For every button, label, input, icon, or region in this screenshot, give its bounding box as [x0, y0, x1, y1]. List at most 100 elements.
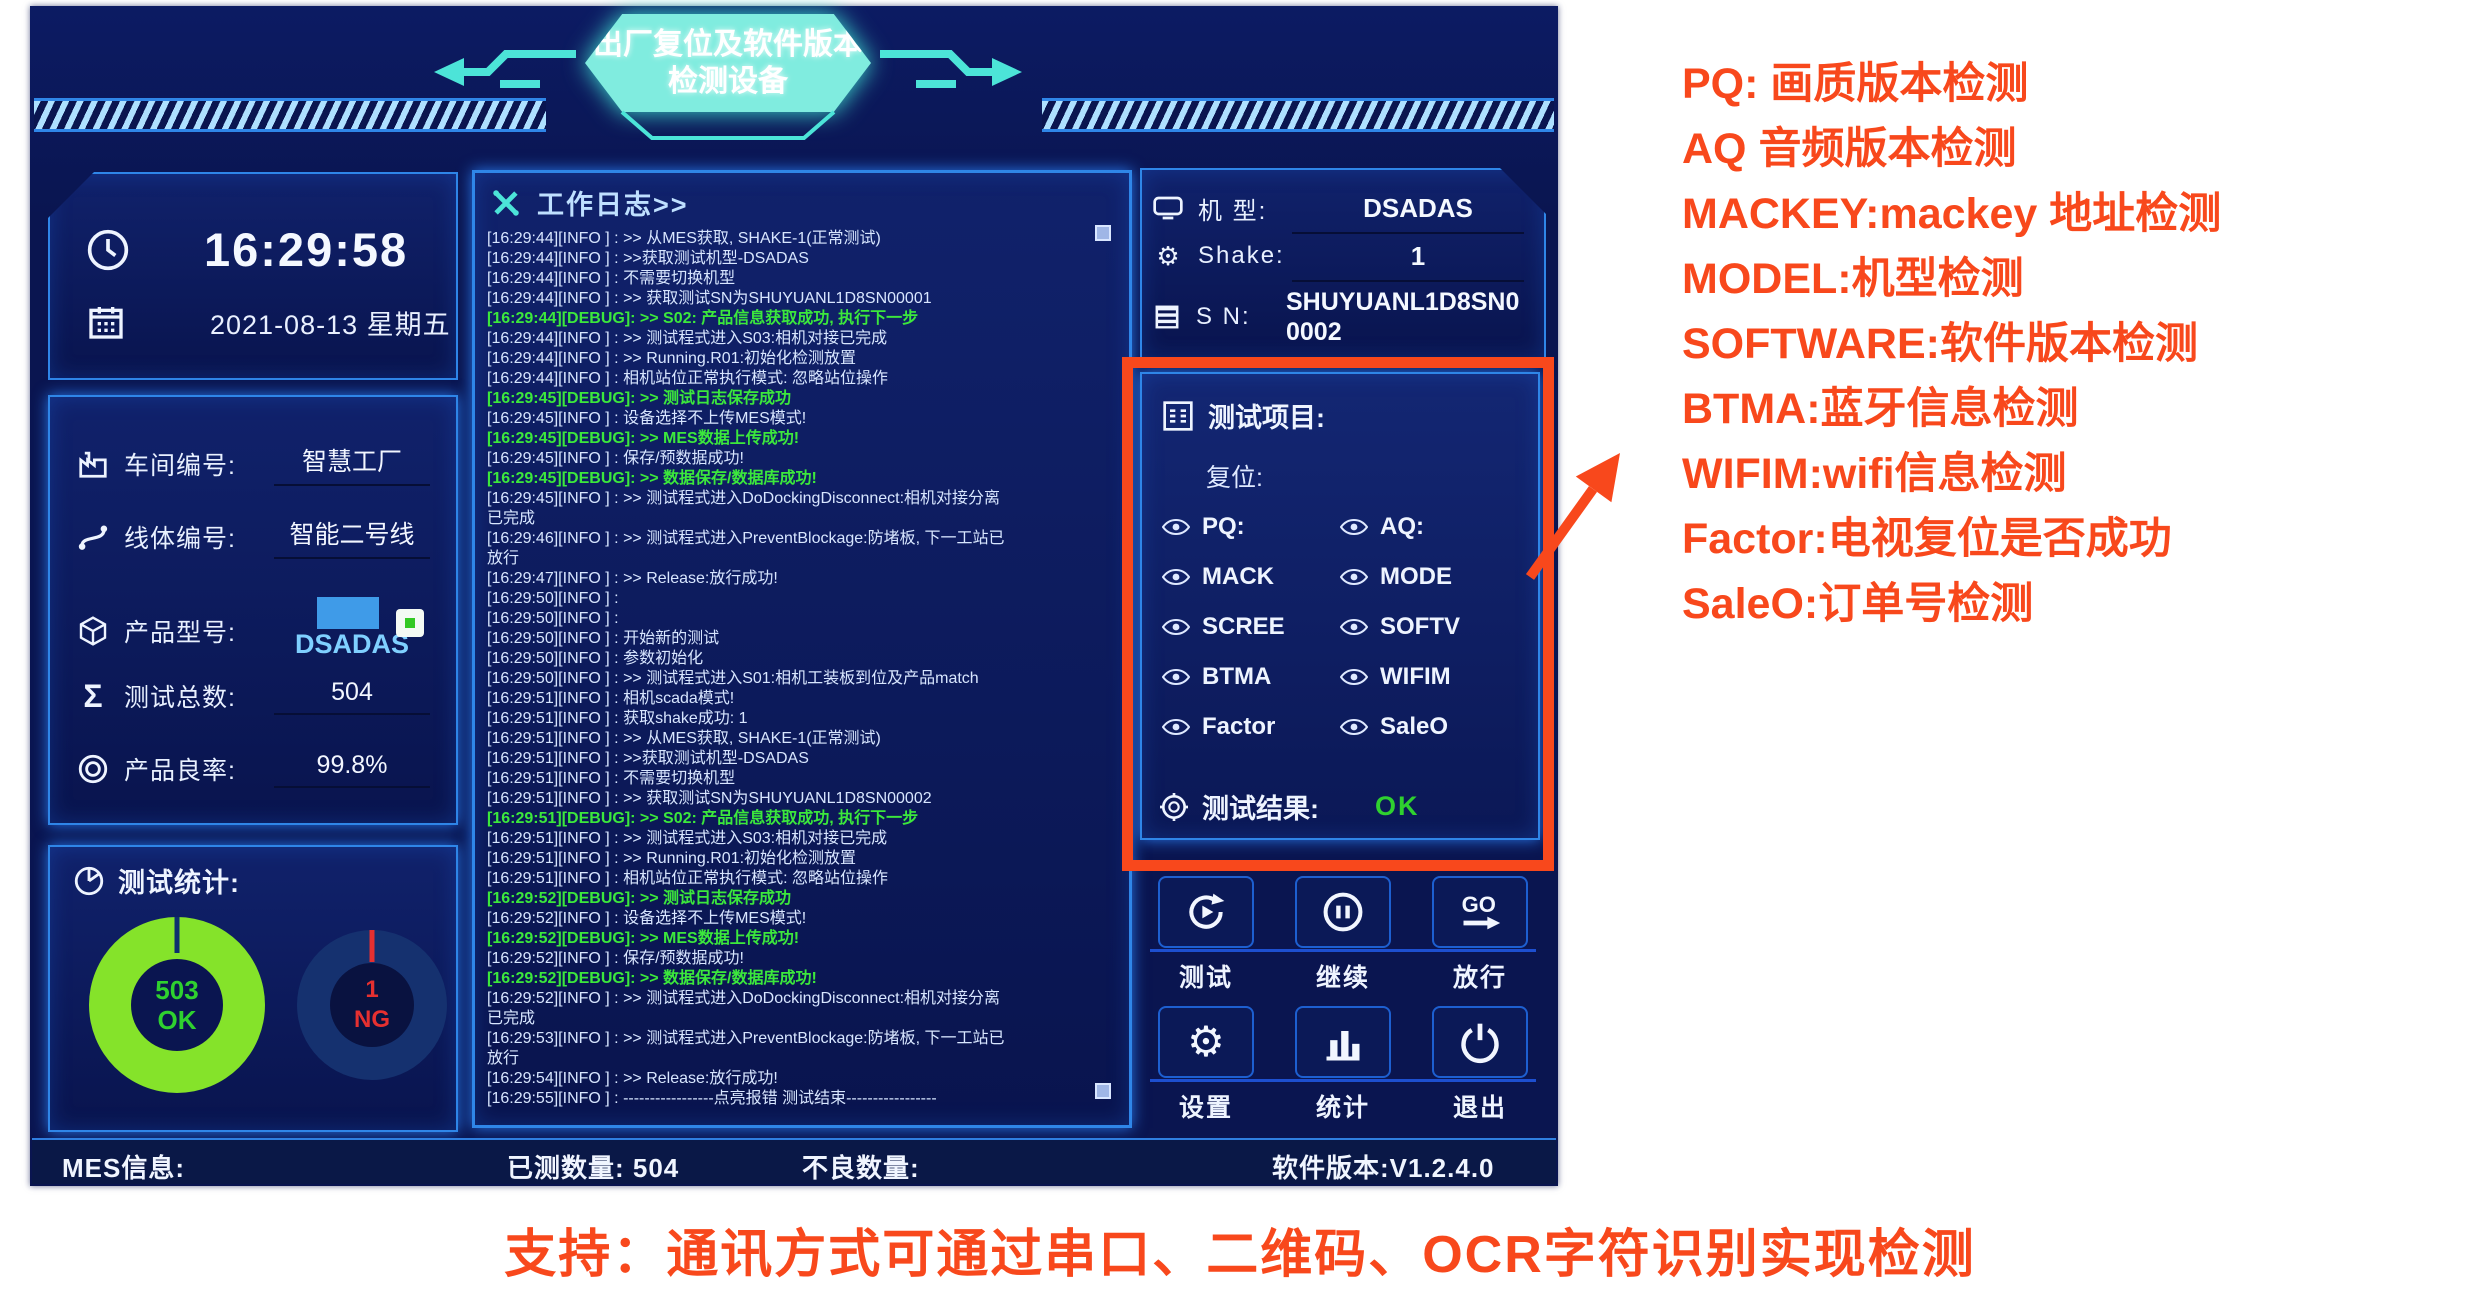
yield-row: 产品良率: 99.8% [64, 740, 442, 798]
gear-icon: ⚙ [1187, 1018, 1225, 1065]
log-line: [16:29:45][DEBUG]: >> MES数据上传成功! [487, 430, 800, 447]
statistics-button-label: 统计 [1315, 1094, 1370, 1122]
eye-icon [1162, 668, 1190, 686]
legend-line: MODEL:机型检测 [1682, 255, 2024, 303]
ng-count: 1 [365, 976, 379, 1003]
product-model-label: 产品型号: [124, 619, 236, 647]
test-item: MODE [1340, 563, 1518, 591]
log-line: [16:29:50][INFO ] : 参数初始化 [487, 650, 704, 667]
log-line: [16:29:44][INFO ] : >> Running.R01:初始化检测… [487, 350, 857, 367]
total-tests-row: Σ 测试总数: 504 [64, 667, 442, 725]
log-line: [16:29:51][INFO ] : 获取shake成功: 1 [487, 710, 748, 727]
log-line: [16:29:44][INFO ] : >> 从MES获取, SHAKE-1(正… [487, 230, 881, 247]
log-line: 已完成 [487, 1010, 536, 1027]
legend-line: Factor:电视复位是否成功 [1682, 515, 2172, 563]
tested-count: 已测数量: 504 [507, 1153, 680, 1183]
log-line: [16:29:45][INFO ] : 设备选择不上传MES模式! [487, 410, 807, 427]
test-button[interactable] [1158, 876, 1254, 948]
statistics-button[interactable] [1295, 1006, 1391, 1078]
test-stats-panel: 测试统计: 503 OK 1 NG [48, 845, 458, 1132]
header-stripe-left [34, 98, 546, 132]
sn-label: S N: [1196, 303, 1251, 330]
log-line: [16:29:50][INFO ] : [487, 590, 619, 607]
eye-icon [1340, 568, 1368, 586]
shake-label: Shake: [1198, 242, 1285, 269]
sigma-icon: Σ [83, 677, 103, 714]
shake-value: 1 [1410, 240, 1426, 271]
monitor-icon [1152, 195, 1184, 221]
pause-icon [1323, 892, 1363, 932]
log-line: [16:29:51][INFO ] : >> Running.R01:初始化检测… [487, 850, 857, 867]
legend-annotations: PQ: 画质版本检测 AQ 音频版本检测 MACKEY:mackey 地址检测 … [1682, 52, 2462, 637]
log-line: [16:29:45][DEBUG]: >> 数据保存/数据库成功! [487, 470, 817, 487]
eye-icon [1340, 718, 1368, 736]
eye-icon [1162, 618, 1190, 636]
log-line: 放行 [487, 550, 520, 567]
log-scroll-area[interactable]: [16:29:44][INFO ] : >> 从MES获取, SHAKE-1(正… [487, 229, 1087, 1111]
log-line: 放行 [487, 1050, 520, 1067]
continue-button[interactable] [1295, 876, 1391, 948]
test-result-value: OK [1375, 791, 1420, 821]
test-item: SCREE [1162, 613, 1340, 641]
current-date: 2021-08-13 星期五 [210, 309, 451, 340]
yield-icon [76, 752, 110, 786]
mes-info-label: MES信息: [62, 1153, 186, 1183]
test-items-title: 测试项目: [1208, 403, 1325, 433]
legend-line: AQ 音频版本检测 [1682, 125, 2017, 173]
power-icon [1461, 1023, 1499, 1064]
log-line: [16:29:51][INFO ] : 相机scada模式! [487, 690, 735, 707]
eye-icon [1340, 668, 1368, 686]
log-line: [16:29:44][INFO ] : >> 获取测试SN为SHUYUANL1D… [487, 290, 932, 307]
clock-panel: 16:29:58 2021-08-13 星期五 [48, 172, 458, 380]
eye-icon [1162, 718, 1190, 736]
log-line: [16:29:53][INFO ] : >> 测试程式进入PreventBloc… [487, 1030, 1005, 1047]
ok-label: OK [157, 1005, 197, 1035]
calendar-icon [86, 302, 126, 342]
log-scroll-up-button[interactable] [1095, 225, 1111, 241]
line-label: 线体编号: [124, 525, 236, 553]
device-model-value: DSADAS [1363, 192, 1473, 223]
log-line: [16:29:52][DEBUG]: >> MES数据上传成功! [487, 930, 800, 947]
log-line: [16:29:51][DEBUG]: >> S02: 产品信息获取成功, 执行下… [487, 810, 919, 827]
release-button-label: 放行 [1452, 964, 1507, 992]
exit-button[interactable] [1432, 1006, 1528, 1078]
log-line: [16:29:51][INFO ] : >> 测试程式进入S03:相机对接已完成 [487, 830, 888, 847]
log-line: [16:29:44][DEBUG]: >> S02: 产品信息获取成功, 执行下… [487, 310, 919, 327]
header-wing-right-icon [880, 50, 1022, 88]
cube-icon [76, 615, 110, 647]
log-line: [16:29:50][INFO ] : >> 测试程式进入S01:相机工装板到位… [487, 670, 979, 687]
header-stripe-right [1042, 98, 1554, 132]
total-tests-value: 504 [274, 678, 430, 715]
page-title-line1: 出厂复位及软件版本 [593, 28, 863, 61]
green-dot-icon [405, 617, 415, 628]
legend-line: BTMA:蓝牙信息检测 [1682, 385, 2079, 433]
tester-app-window: 出厂复位及软件版本 检测设备 16:29:58 2021-08-13 星期五 [30, 6, 1558, 1186]
model-dropdown-button[interactable] [396, 608, 424, 637]
reset-label: 复位: [1206, 464, 1263, 492]
test-refresh-icon [1189, 893, 1225, 929]
eye-icon [1162, 568, 1190, 586]
model-color-swatch [317, 596, 379, 629]
line-row: 线体编号: 智能二号线 [64, 508, 442, 566]
log-title: 工作日志>> [537, 190, 689, 220]
eye-icon [1340, 518, 1368, 536]
settings-button[interactable]: ⚙ [1158, 1006, 1254, 1078]
legend-line: MACKEY:mackey 地址检测 [1682, 190, 2222, 238]
bottom-caption: 支持：通讯方式可通过串口、二维码、OCR字符识别实现检测 [504, 1226, 1976, 1284]
sn-value: SHUYUANL1D8SN00002 [1286, 288, 1520, 346]
log-line: [16:29:52][DEBUG]: >> 数据保存/数据库成功! [487, 970, 817, 987]
ng-label: NG [354, 1006, 390, 1033]
log-line: 已完成 [487, 510, 536, 527]
total-tests-label: 测试总数: [124, 684, 236, 712]
svg-text:GO: GO [1462, 892, 1496, 917]
test-item: AQ: [1340, 513, 1518, 541]
station-info-panel: 车间编号: 智慧工厂 线体编号: 智能二号线 产品型号: DSADAS Σ 测试… [48, 395, 458, 825]
test-items-panel: 测试项目: 复位: PQ: AQ: MACK [1140, 372, 1540, 840]
release-button[interactable]: GO [1432, 876, 1528, 948]
status-bar: MES信息: 已测数量: 504 不良数量: 软件版本:V1.2.4.0 [32, 1138, 1556, 1184]
log-scroll-down-button[interactable] [1095, 1083, 1111, 1099]
yield-value: 99.8% [274, 751, 430, 788]
log-line: [16:29:51][INFO ] : >> 从MES获取, SHAKE-1(正… [487, 730, 881, 747]
factory-icon [76, 449, 110, 479]
ok-donut-chart: 503 OK [89, 917, 265, 1093]
